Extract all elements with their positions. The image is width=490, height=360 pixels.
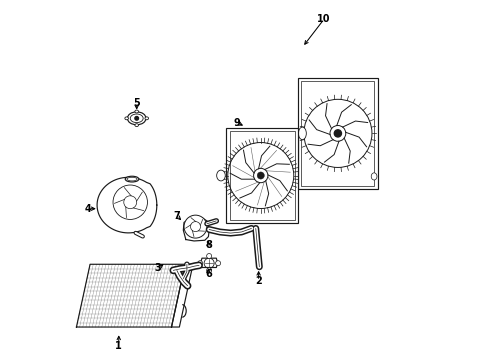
Bar (301, 81, 374, 186)
Polygon shape (183, 218, 209, 241)
Text: 9: 9 (234, 118, 241, 128)
Text: 1: 1 (115, 341, 122, 351)
Bar (298, 78, 378, 189)
Ellipse shape (217, 170, 225, 181)
Ellipse shape (125, 176, 139, 182)
Ellipse shape (135, 124, 139, 127)
Text: 8: 8 (205, 240, 212, 250)
Circle shape (257, 172, 265, 179)
Text: 2: 2 (255, 276, 262, 286)
Text: 3: 3 (155, 263, 162, 273)
Circle shape (334, 130, 342, 137)
Circle shape (207, 268, 212, 273)
Text: 7: 7 (173, 211, 180, 221)
Ellipse shape (371, 173, 377, 180)
Circle shape (207, 253, 212, 258)
Ellipse shape (145, 117, 148, 120)
Bar (230, 131, 295, 220)
Circle shape (216, 261, 220, 266)
Ellipse shape (135, 110, 139, 113)
Text: 5: 5 (133, 98, 140, 108)
Polygon shape (200, 258, 218, 267)
Ellipse shape (127, 112, 146, 125)
Ellipse shape (125, 117, 128, 120)
Text: 4: 4 (85, 204, 91, 214)
Text: 10: 10 (317, 14, 331, 24)
Ellipse shape (298, 127, 306, 140)
Circle shape (135, 117, 139, 120)
Bar (226, 128, 298, 223)
Circle shape (197, 261, 203, 266)
Text: 6: 6 (205, 269, 212, 279)
Circle shape (184, 215, 207, 238)
